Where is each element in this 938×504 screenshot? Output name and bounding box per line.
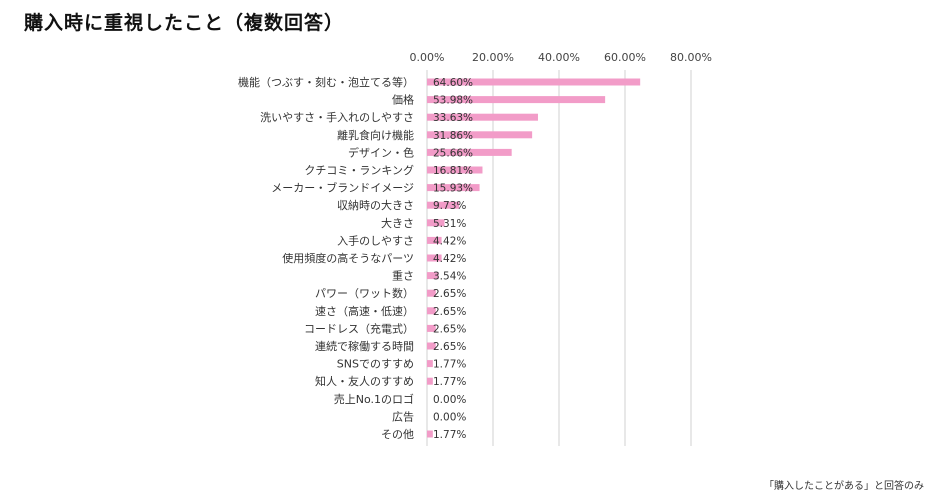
value-label: 2.65% [433, 323, 466, 335]
bar [427, 324, 436, 332]
value-label: 25.66% [433, 147, 473, 159]
category-label: コードレス（充電式） [304, 321, 414, 335]
bar [427, 289, 436, 297]
category-label: SNSでのすすめ [337, 358, 414, 371]
page-title: 購入時に重視したこと（複数回答） [24, 12, 345, 34]
bar [427, 254, 442, 262]
bar [427, 272, 439, 280]
category-label: 入手のしやすさ [337, 233, 414, 247]
category-label: 知人・友人のすすめ [315, 374, 414, 388]
value-label: 33.63% [433, 112, 473, 124]
value-label: 15.93% [433, 183, 473, 195]
bar [427, 96, 606, 104]
grid-lines [426, 70, 692, 446]
value-label: 2.65% [433, 306, 466, 318]
value-label: 53.98% [433, 95, 473, 107]
category-label: クチコミ・ランキング [304, 163, 414, 177]
bar [427, 377, 433, 385]
value-label: 4.42% [433, 235, 466, 247]
bar [427, 219, 445, 227]
category-label: メーカー・ブランドイメージ [271, 181, 414, 195]
category-label: 大きさ [381, 216, 414, 230]
value-label: 9.73% [433, 200, 466, 212]
bar [427, 78, 641, 86]
bar [427, 430, 433, 438]
value-label: 1.77% [433, 359, 466, 371]
bar [427, 184, 480, 192]
category-label: 使用頻度の高そうなパーツ [282, 251, 414, 265]
value-label: 3.54% [433, 271, 466, 283]
bar [427, 201, 460, 209]
x-tick-label: 40.00% [538, 51, 580, 64]
bar [427, 360, 433, 368]
value-label: 16.81% [433, 165, 473, 177]
category-label: 機能（つぶす・刻む・泡立てる等） [238, 75, 414, 89]
category-label: 価格 [392, 93, 414, 107]
category-label: 連続で稼働する時間 [315, 339, 414, 353]
value-label: 2.65% [433, 341, 466, 353]
category-label: その他 [381, 428, 414, 441]
value-label: 31.86% [433, 130, 473, 142]
value-label: 64.60% [433, 77, 473, 89]
category-label: 広告 [392, 410, 414, 423]
category-label: 離乳食向け機能 [337, 128, 414, 142]
x-tick-label: 60.00% [604, 51, 646, 64]
bar [427, 113, 538, 121]
x-tick-label: 80.00% [670, 51, 712, 64]
bar [427, 342, 436, 350]
category-label: 洗いやすさ・手入れのしやすさ [260, 110, 414, 124]
x-tick-label: 0.00% [410, 51, 445, 64]
footnote: 「購入したことがある」と回答のみ [764, 481, 924, 492]
category-labels: 機能（つぶす・刻む・泡立てる等） 価格洗いやすさ・手入れのしやすさ離乳食向け機能デ… [238, 75, 414, 441]
category-label: 収納時の大きさ [337, 198, 414, 212]
category-label: デザイン・色 [348, 145, 414, 159]
value-label: 1.77% [433, 376, 466, 388]
bars [427, 78, 641, 438]
value-label: 1.77% [433, 429, 466, 441]
bar [427, 307, 436, 315]
category-label: パワー（ワット数） [315, 287, 414, 300]
bar [427, 236, 442, 244]
value-label: 0.00% [433, 394, 466, 406]
bar [427, 131, 533, 139]
bar [427, 166, 483, 174]
value-label: 2.65% [433, 288, 466, 300]
category-label: 売上No.1のロゴ [334, 392, 414, 406]
value-label: 4.42% [433, 253, 466, 265]
value-labels: 64.60% 53.98% 33.63% 31.86% 25.66% 16.81% 15.9… [433, 77, 473, 441]
x-tick-label: 20.00% [472, 51, 514, 64]
x-axis-ticks: 0.00% 20.00% 40.00% 60.00% 80.00% [410, 51, 712, 64]
value-label: 5.31% [433, 218, 466, 230]
value-label: 0.00% [433, 411, 466, 423]
category-label: 重さ [392, 269, 414, 283]
bar [427, 148, 512, 156]
category-label: 速さ（高速・低速） [315, 304, 414, 318]
